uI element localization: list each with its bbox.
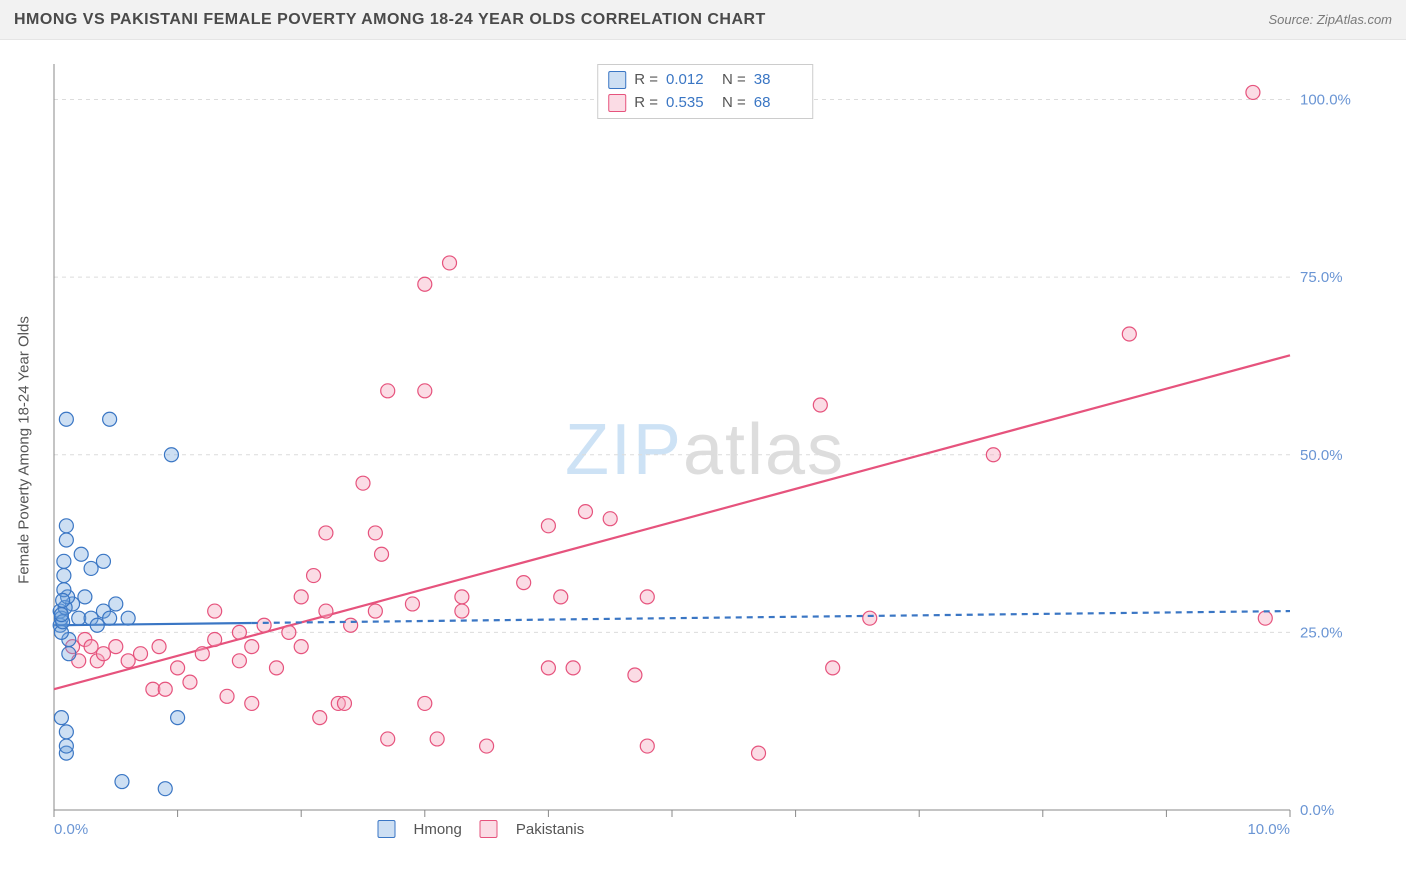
chart-area: Female Poverty Among 18-24 Year Olds ZIP… bbox=[50, 60, 1360, 840]
legend-swatch-hmong bbox=[378, 820, 396, 838]
scatter-plot: 0.0% 10.0% 0.0% 25.0% 50.0% 75.0% 100.0% bbox=[50, 60, 1360, 840]
svg-text:50.0%: 50.0% bbox=[1300, 447, 1343, 464]
svg-text:25.0%: 25.0% bbox=[1300, 624, 1343, 641]
pakistanis-r-value: 0.535 bbox=[666, 92, 714, 115]
chart-header: HMONG VS PAKISTANI FEMALE POVERTY AMONG … bbox=[0, 0, 1406, 40]
svg-text:10.0%: 10.0% bbox=[1247, 821, 1290, 838]
r-label: R = bbox=[634, 92, 658, 115]
hmong-n-value: 38 bbox=[754, 69, 802, 92]
chart-title: HMONG VS PAKISTANI FEMALE POVERTY AMONG … bbox=[14, 11, 766, 29]
svg-text:0.0%: 0.0% bbox=[54, 821, 88, 838]
correlation-legend: R = 0.012 N = 38 R = 0.535 N = 68 bbox=[597, 64, 813, 119]
svg-text:0.0%: 0.0% bbox=[1300, 802, 1334, 819]
svg-text:75.0%: 75.0% bbox=[1300, 269, 1343, 286]
hmong-r-value: 0.012 bbox=[666, 69, 714, 92]
legend-swatch-pakistanis bbox=[480, 820, 498, 838]
series-legend: Hmong Pakistanis bbox=[378, 820, 1033, 838]
n-label: N = bbox=[722, 92, 746, 115]
n-label: N = bbox=[722, 69, 746, 92]
legend-label-pakistanis: Pakistanis bbox=[516, 821, 584, 838]
svg-text:100.0%: 100.0% bbox=[1300, 92, 1351, 109]
y-axis-label: Female Poverty Among 18-24 Year Olds bbox=[16, 316, 33, 584]
r-label: R = bbox=[634, 69, 658, 92]
pakistanis-n-value: 68 bbox=[754, 92, 802, 115]
swatch-hmong bbox=[608, 71, 626, 89]
legend-label-hmong: Hmong bbox=[414, 821, 462, 838]
legend-row-pakistanis: R = 0.535 N = 68 bbox=[608, 92, 802, 115]
swatch-pakistanis bbox=[608, 94, 626, 112]
legend-row-hmong: R = 0.012 N = 38 bbox=[608, 69, 802, 92]
chart-source: Source: ZipAtlas.com bbox=[1268, 12, 1392, 27]
